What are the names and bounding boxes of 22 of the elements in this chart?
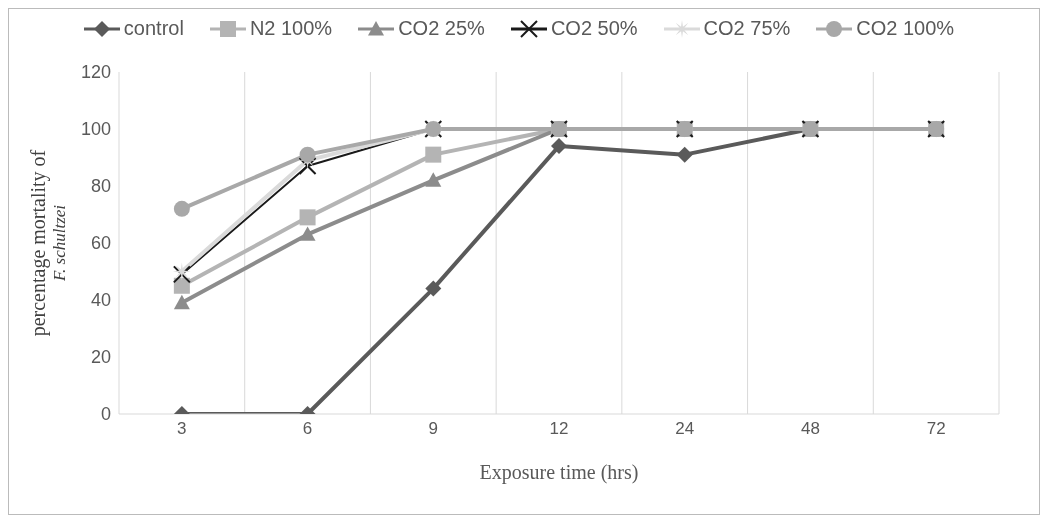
x-axis-title: Exposure time (hrs) (479, 461, 639, 484)
y-tick-label: 0 (100, 404, 111, 425)
y-tick-label: 80 (90, 176, 111, 197)
legend-label: CO2 100% (856, 17, 955, 40)
y-axis-title: percentage mortality of F. schultzei (27, 149, 69, 337)
y-tick-label: 60 (90, 233, 111, 254)
y-tick-label: 120 (80, 62, 111, 83)
legend-label: CO2 25% (398, 17, 485, 40)
y-tick-label: 40 (90, 290, 111, 311)
legend-label: control (123, 17, 184, 40)
x-tick-label: 72 (926, 419, 946, 439)
legend-label: N2 100% (249, 17, 333, 40)
legend-label: CO2 75% (703, 17, 791, 40)
y-tick-label: 20 (90, 347, 111, 368)
x-tick-label: 24 (675, 419, 695, 439)
x-tick-label: 6 (302, 419, 313, 439)
x-tick-label: 12 (549, 419, 569, 439)
x-tick-label: 9 (428, 419, 439, 439)
legend-label: CO2 50% (550, 17, 638, 40)
x-tick-label: 3 (177, 419, 187, 439)
y-tick-label: 100 (80, 119, 111, 140)
x-tick-label: 48 (800, 419, 820, 439)
